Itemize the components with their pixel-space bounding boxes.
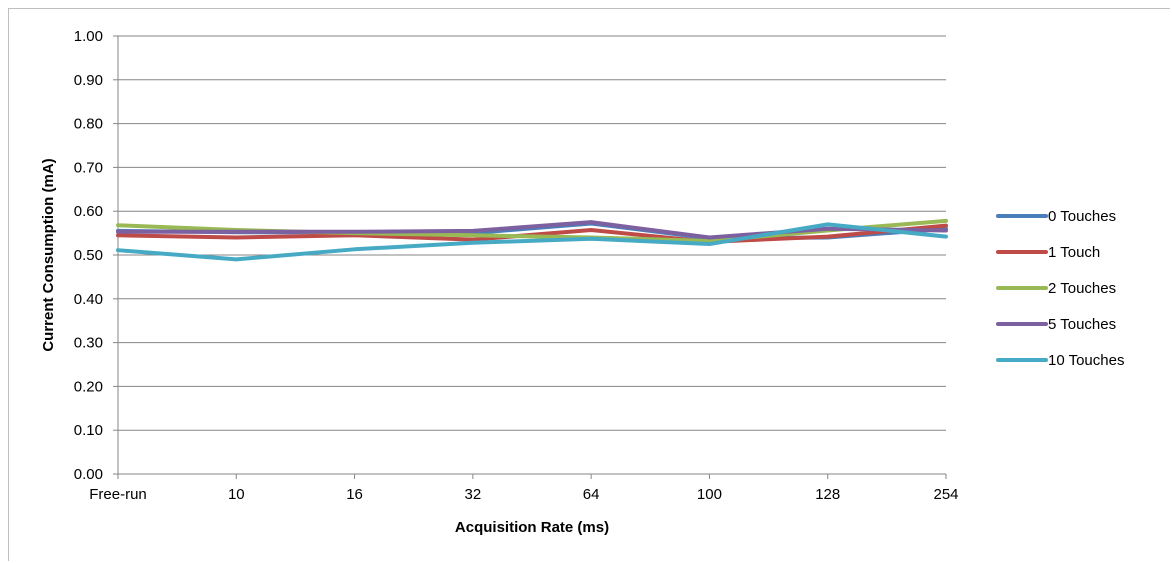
- y-tick-label: 0.50: [74, 247, 103, 264]
- y-tick-label: 0.70: [74, 159, 103, 176]
- y-tick-label: 0.40: [74, 291, 103, 308]
- y-tick-label: 0.20: [74, 378, 103, 395]
- legend: 0 Touches 1 Touch 2 Touches 5 Touches 10 Tou…: [996, 208, 1124, 369]
- y-axis-ticks: 0.00 0.10 0.20 0.30 0.40 0.50 0.60 0.70 0.80 0.90…: [74, 28, 118, 483]
- y-tick-label: 0.80: [74, 116, 103, 133]
- x-axis-title: Acquisition Rate (ms): [455, 519, 609, 536]
- x-axis-ticks: Free-run 10 16 32 64 100 128 254: [89, 474, 959, 503]
- legend-label: 1 Touch: [1048, 244, 1100, 261]
- x-tick-label: 64: [583, 486, 600, 503]
- y-tick-label: 0.30: [74, 335, 103, 352]
- legend-label: 0 Touches: [1048, 208, 1116, 225]
- y-tick-label: 0.00: [74, 466, 103, 483]
- chart-frame: [8, 8, 1170, 561]
- series-lines: [116, 218, 948, 262]
- y-tick-label: 0.90: [74, 72, 103, 89]
- series-line-5-touches: [116, 220, 948, 240]
- x-tick-label: 128: [815, 486, 840, 503]
- series-line-10-touches: [116, 222, 948, 262]
- x-tick-label: 16: [346, 486, 363, 503]
- x-tick-label: 32: [465, 486, 482, 503]
- x-tick-label: Free-run: [89, 486, 147, 503]
- legend-label: 10 Touches: [1048, 352, 1124, 369]
- y-tick-label: 0.60: [74, 203, 103, 220]
- x-tick-label: 254: [933, 486, 958, 503]
- legend-label: 5 Touches: [1048, 316, 1116, 333]
- y-axis-title: Current Consumption (mA): [40, 158, 57, 351]
- y-tick-label: 1.00: [74, 28, 103, 45]
- legend-label: 2 Touches: [1048, 280, 1116, 297]
- gridlines: [118, 35, 946, 475]
- y-tick-label: 0.10: [74, 422, 103, 439]
- x-tick-label: 10: [228, 486, 245, 503]
- x-tick-label: 100: [697, 486, 722, 503]
